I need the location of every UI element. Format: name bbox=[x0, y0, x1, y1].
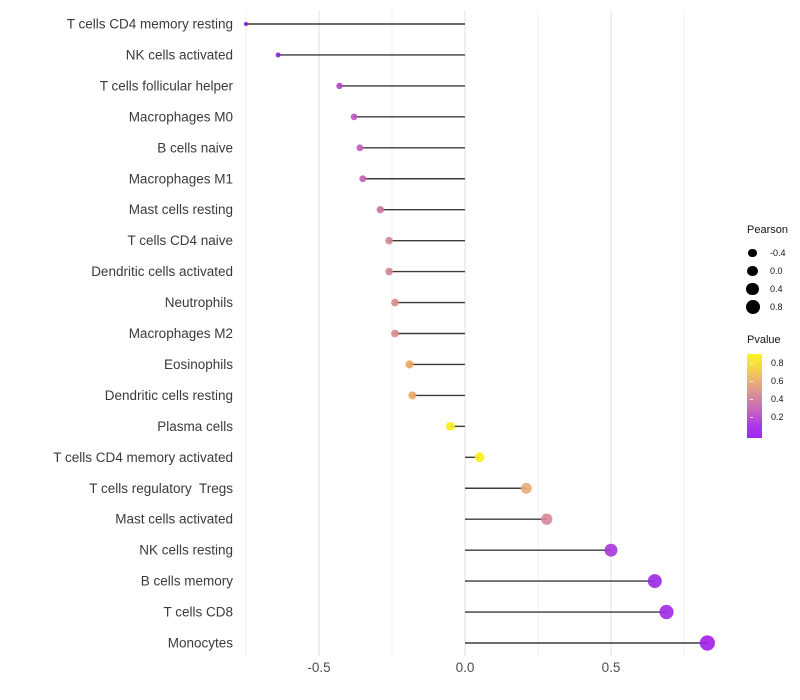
lollipop-dot bbox=[356, 144, 364, 152]
pvalue-colorbar-tick-mark bbox=[762, 399, 765, 400]
pearson-size-legend: Pearson -0.4 0.0 0.4 0.8 bbox=[744, 224, 800, 316]
pearson-legend-dot-icon bbox=[747, 265, 758, 277]
lollipop-dot bbox=[385, 267, 393, 276]
y-axis-label: NK cells activated bbox=[126, 47, 233, 62]
pvalue-colorbar-row: 0.8 0.6 0.4 0.2 bbox=[747, 354, 800, 444]
y-axis-label: NK cells resting bbox=[139, 543, 233, 558]
lollipop-dot bbox=[350, 113, 358, 121]
y-axis-label: T cells CD4 naive bbox=[127, 233, 233, 248]
lollipop-dot bbox=[275, 52, 281, 58]
lollipop-dot bbox=[243, 21, 249, 27]
pearson-legend-value: 0.4 bbox=[770, 284, 783, 294]
pvalue-colorbar-tick-mark bbox=[762, 363, 765, 364]
y-axis-label: B cells naive bbox=[157, 140, 233, 155]
pearson-legend-entries: -0.4 0.0 0.4 0.8 bbox=[744, 244, 800, 316]
y-axis-label: Macrophages M0 bbox=[129, 109, 233, 124]
pvalue-colorbar-tick-label: 0.2 bbox=[771, 412, 784, 422]
lollipop-dot bbox=[405, 360, 414, 369]
pearson-legend-title: Pearson bbox=[747, 224, 788, 236]
y-axis-label: T cells follicular helper bbox=[100, 78, 234, 93]
pvalue-colorbar-tick-label: 0.8 bbox=[771, 358, 784, 368]
pvalue-colorbar-tick-mark bbox=[762, 381, 765, 382]
y-axis-label: T cells CD4 memory resting bbox=[67, 17, 233, 32]
lollipop-dot bbox=[445, 421, 455, 431]
y-axis-label: Monocytes bbox=[168, 636, 234, 651]
pearson-legend-value: 0.0 bbox=[770, 266, 783, 276]
pvalue-colorbar-gradient bbox=[747, 354, 762, 438]
pearson-legend-dot-icon bbox=[748, 248, 757, 258]
y-axis-label: Mast cells resting bbox=[129, 202, 233, 217]
lollipop-dot bbox=[391, 329, 399, 338]
pvalue-colorbar-tick-mark bbox=[750, 381, 753, 382]
pearson-legend-dot-icon bbox=[746, 282, 759, 296]
pearson-legend-value: -0.4 bbox=[770, 248, 786, 258]
y-axis-label: T cells regulatory Tregs bbox=[89, 481, 233, 496]
y-axis-label: Macrophages M1 bbox=[129, 171, 233, 186]
y-axis-label: Neutrophils bbox=[165, 295, 234, 310]
pvalue-colorbar-tick-mark bbox=[750, 399, 753, 400]
lollipop-dot bbox=[385, 236, 393, 245]
lollipop-dot bbox=[391, 298, 399, 307]
lollipop-dot bbox=[376, 206, 385, 214]
y-axis-label: T cells CD8 bbox=[163, 605, 233, 620]
lollipop-dot bbox=[474, 452, 485, 463]
pearson-legend-dot-icon bbox=[745, 300, 760, 314]
lollipop-dot bbox=[336, 82, 343, 90]
pvalue-legend-title: Pvalue bbox=[747, 334, 781, 346]
x-tick-label: 0.5 bbox=[602, 660, 621, 675]
lollipop-dot bbox=[699, 635, 715, 651]
y-axis-label: Eosinophils bbox=[164, 357, 233, 372]
lollipop-dot bbox=[408, 391, 417, 400]
lollipop-dot bbox=[541, 513, 553, 525]
pvalue-colorbar-tick-mark bbox=[750, 363, 753, 364]
lollipop-dot bbox=[359, 175, 367, 183]
y-axis-label: Mast cells activated bbox=[115, 512, 233, 527]
y-axis-label: Plasma cells bbox=[157, 419, 233, 434]
x-tick-label: -0.5 bbox=[307, 660, 330, 675]
lollipop-dot bbox=[520, 482, 532, 494]
lollipop-dot bbox=[659, 604, 674, 620]
legend-panel: Pearson -0.4 0.0 0.4 0.8 Pvalue 0.8 0.6 0.4 0.… bbox=[744, 224, 800, 444]
y-axis-label: Dendritic cells resting bbox=[105, 388, 233, 403]
pvalue-color-legend: Pvalue 0.8 0.6 0.4 0.2 bbox=[744, 334, 800, 444]
y-axis-label: T cells CD4 memory activated bbox=[53, 450, 233, 465]
lollipop-dot bbox=[604, 543, 618, 557]
y-axis-label: Dendritic cells activated bbox=[91, 264, 233, 279]
pearson-legend-entry: 0.0 bbox=[744, 262, 800, 280]
pearson-legend-entry: -0.4 bbox=[744, 244, 800, 262]
x-tick-label: 0.0 bbox=[456, 660, 475, 675]
pearson-legend-entry: 0.4 bbox=[744, 280, 800, 298]
lollipop-dot bbox=[647, 574, 662, 589]
pvalue-colorbar-tick-label: 0.6 bbox=[771, 376, 784, 386]
y-axis-label: Macrophages M2 bbox=[129, 326, 233, 341]
pvalue-colorbar-tick-label: 0.4 bbox=[771, 394, 784, 404]
y-axis-label: B cells memory bbox=[141, 574, 234, 589]
pvalue-colorbar-tick-mark bbox=[762, 417, 765, 418]
pearson-legend-value: 0.8 bbox=[770, 302, 783, 312]
pvalue-colorbar-tick-mark bbox=[750, 417, 753, 418]
pearson-legend-entry: 0.8 bbox=[744, 298, 800, 316]
